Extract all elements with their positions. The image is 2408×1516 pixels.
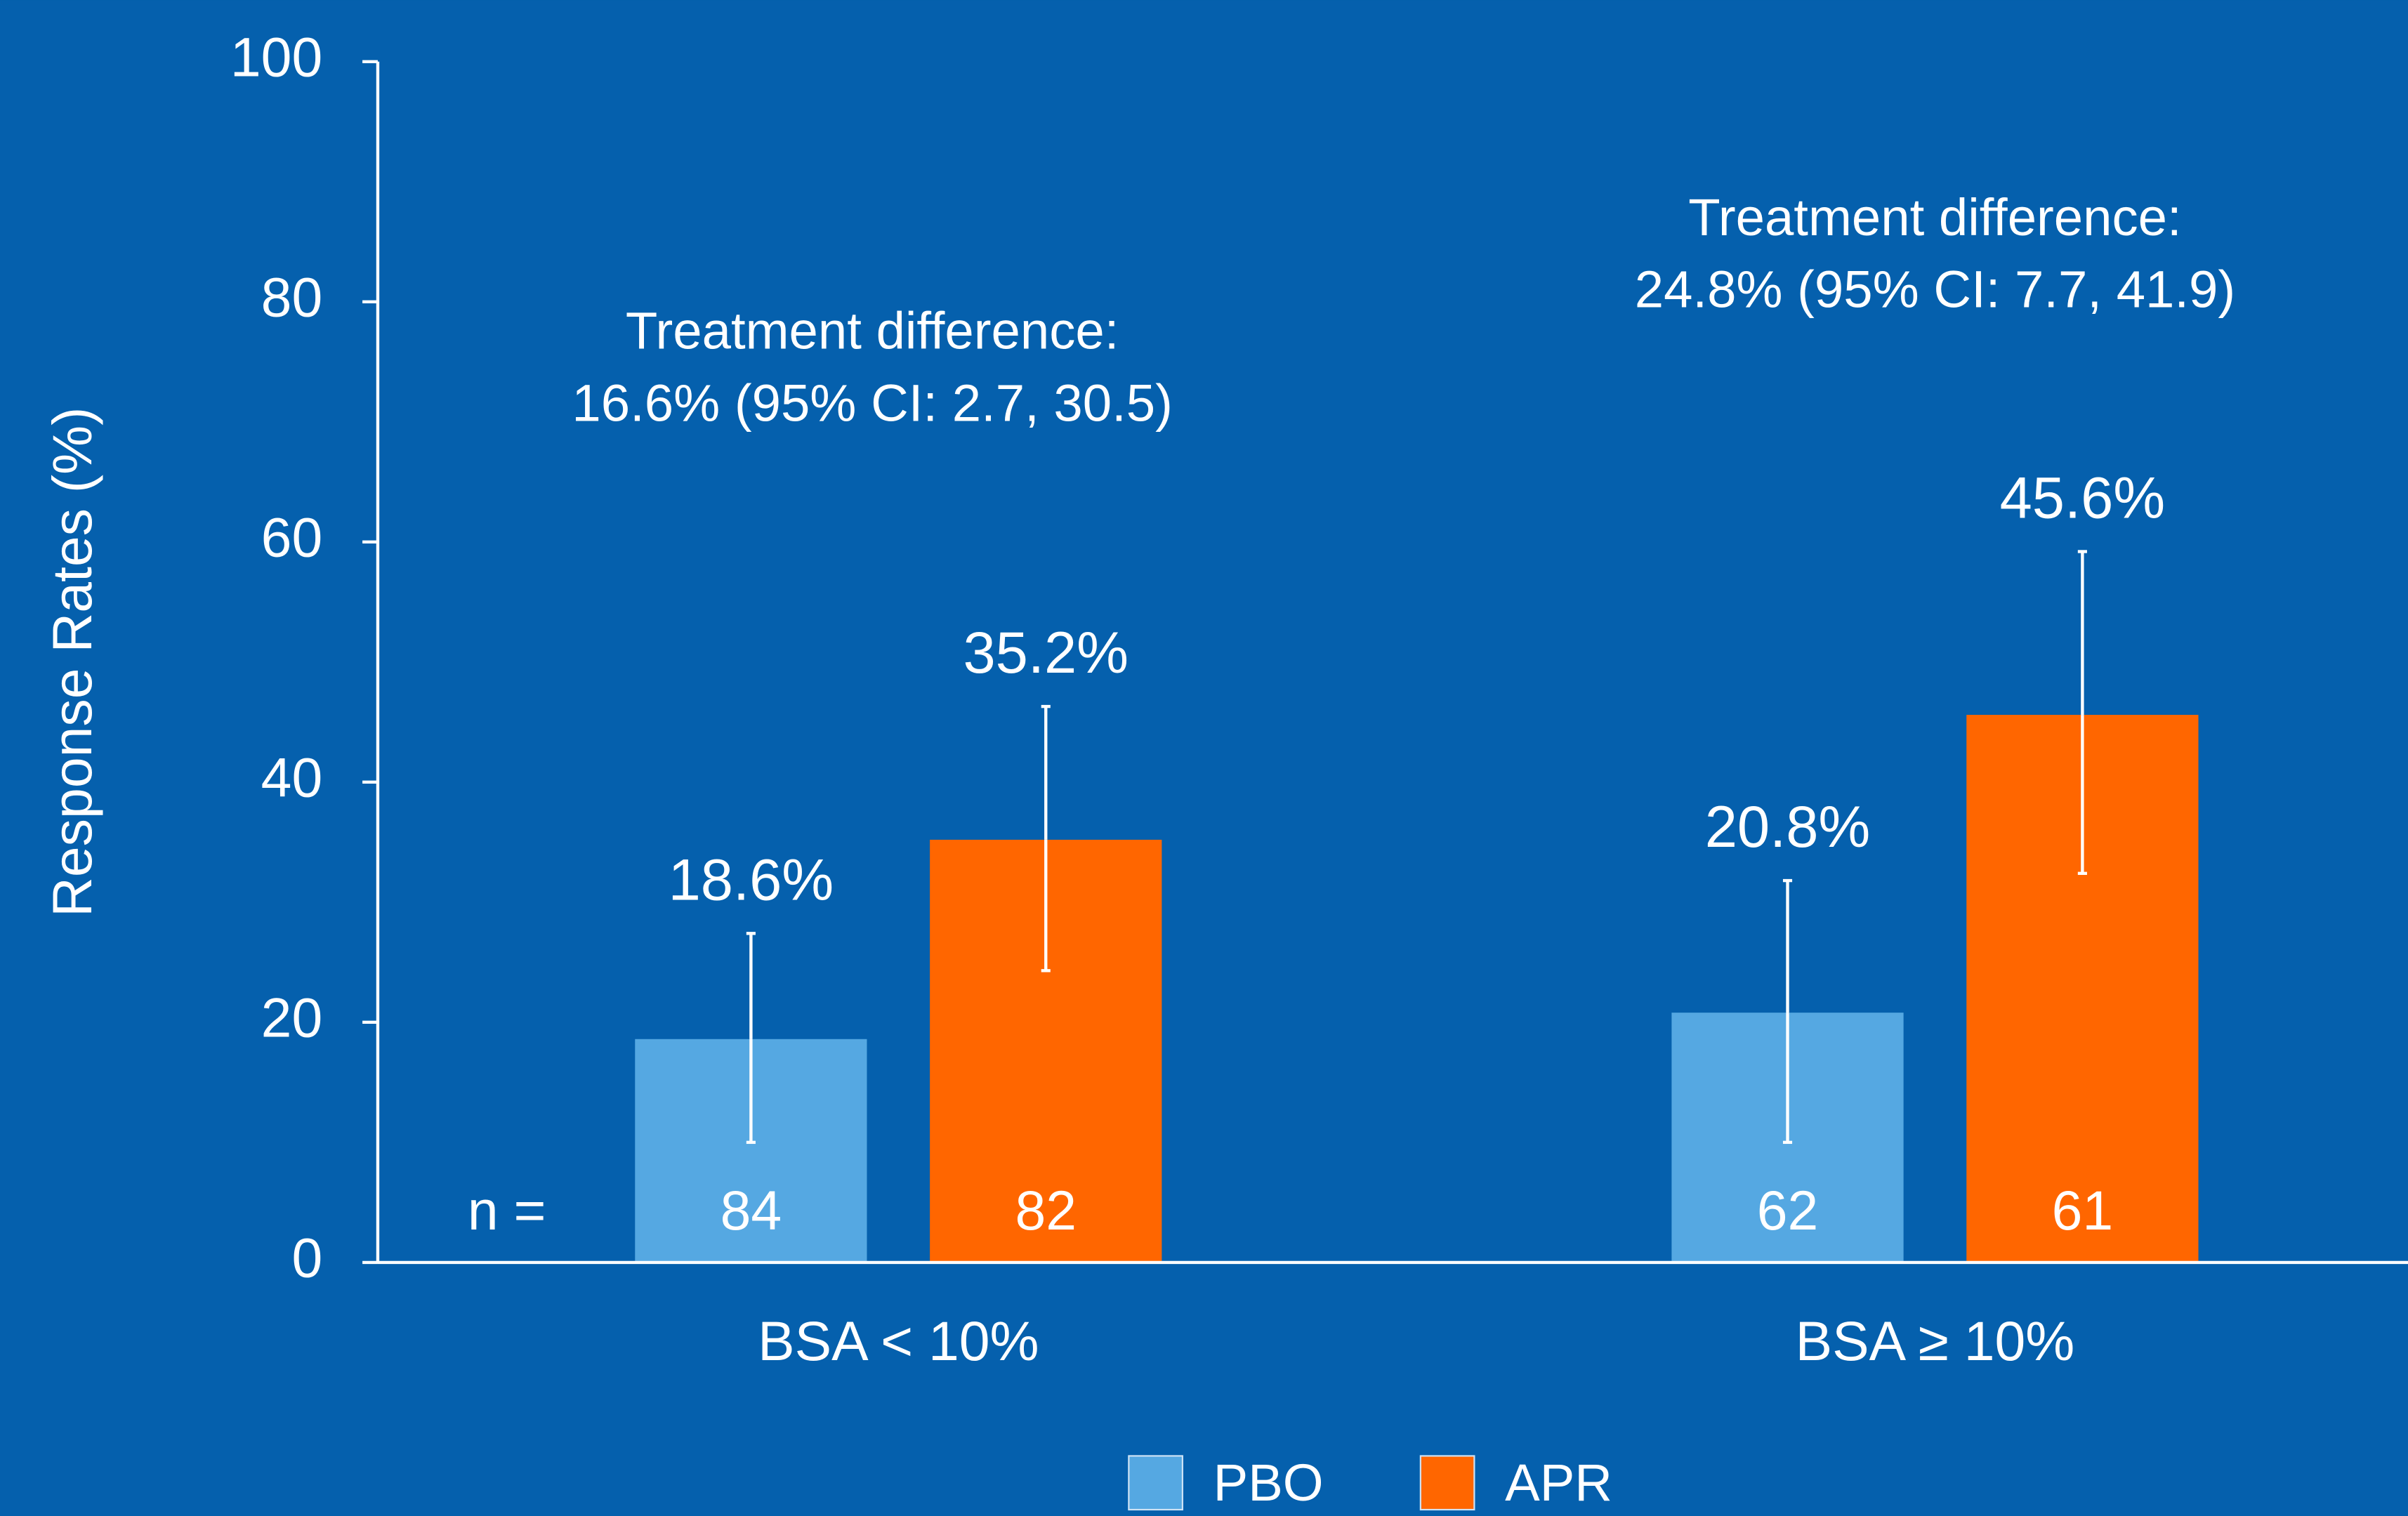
n-label: n = [468, 1180, 546, 1241]
y-tick-label: 80 [261, 267, 323, 329]
annotation: Treatment difference: [626, 302, 1119, 360]
n-value: 61 [2052, 1180, 2114, 1241]
y-tick-label: 100 [230, 27, 322, 88]
value-label: 45.6% [2000, 465, 2166, 530]
annotation: 24.8% (95% CI: 7.7, 41.9) [1635, 261, 2235, 319]
value-label: 20.8% [1705, 794, 1871, 859]
n-value: 82 [1015, 1180, 1077, 1241]
x-tick-label: BSA < 10% [758, 1310, 1039, 1372]
annotation: Treatment difference: [1688, 188, 2182, 246]
legend-label: PBO [1213, 1454, 1324, 1512]
y-tick-label: 40 [261, 747, 323, 809]
annotation: 16.6% (95% CI: 2.7, 30.5) [572, 374, 1172, 432]
y-axis-label: Response Rates (%) [41, 407, 103, 917]
legend-swatch [1419, 1455, 1475, 1511]
n-value: 84 [721, 1180, 782, 1241]
legend-label: APR [1505, 1454, 1612, 1512]
y-tick-label: 20 [261, 987, 323, 1049]
y-tick-label: 0 [291, 1227, 322, 1289]
value-label: 18.6% [669, 847, 834, 912]
y-tick-label: 60 [261, 507, 323, 569]
n-value: 62 [1757, 1180, 1819, 1241]
legend-swatch [1128, 1455, 1183, 1511]
x-tick-label: BSA ≥ 10% [1796, 1310, 2075, 1372]
value-label: 35.2% [963, 620, 1129, 685]
